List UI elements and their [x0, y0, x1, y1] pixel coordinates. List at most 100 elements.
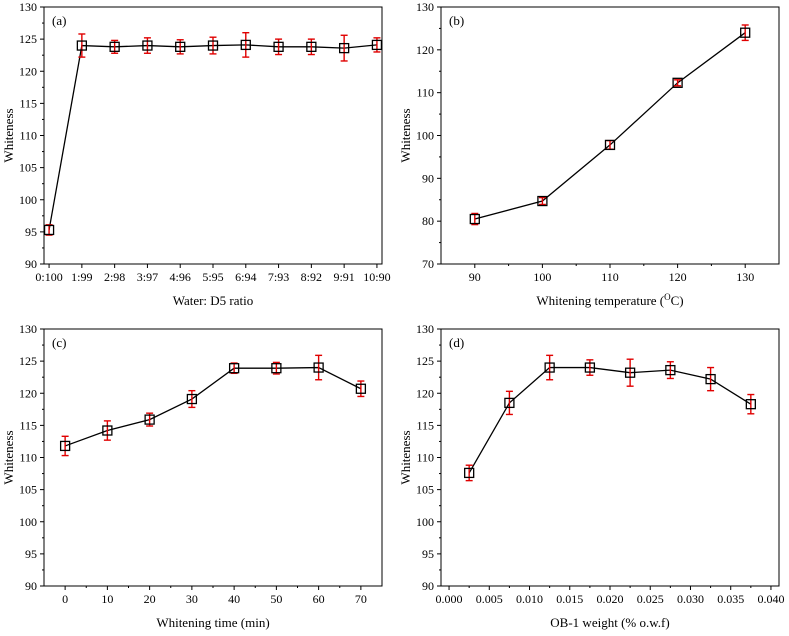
x-axis-label: Water: D5 ratio: [173, 293, 254, 308]
data-point: [371, 39, 383, 51]
y-axis-label: Whiteness: [398, 108, 413, 162]
x-tick-label: 0.005: [476, 592, 503, 606]
y-axis-label: Whiteness: [1, 430, 16, 484]
x-tick-label: 50: [270, 592, 282, 606]
x-tick-label: 20: [144, 592, 156, 606]
data-point: [186, 393, 198, 405]
y-tick-label: 125: [19, 32, 37, 46]
y-tick-label: 115: [416, 418, 434, 432]
error-bar: [242, 32, 250, 58]
series-line: [474, 32, 746, 220]
x-tick-label: 10: [101, 592, 113, 606]
series-line: [64, 366, 362, 447]
x-tick-label: 0.015: [556, 592, 583, 606]
x-tick-label: 0.020: [597, 592, 624, 606]
x-tick-label: 120: [669, 270, 687, 284]
x-tick-label: 7:93: [268, 270, 289, 284]
x-tick-label: 2:98: [104, 270, 125, 284]
error-bar: [315, 354, 323, 381]
x-tick-label: 70: [355, 592, 367, 606]
x-tick-label: 130: [736, 270, 754, 284]
x-tick-label: 4:96: [170, 270, 191, 284]
y-tick-label: 110: [19, 129, 37, 143]
y-tick-label: 100: [416, 129, 434, 143]
y-tick-label: 120: [19, 64, 37, 78]
x-tick-label: 110: [601, 270, 619, 284]
x-tick-label: 10:90: [363, 270, 390, 284]
x-tick-label: 100: [533, 270, 551, 284]
error-bar: [209, 36, 217, 55]
error-bar: [61, 435, 69, 457]
error-bar: [546, 354, 554, 381]
error-bar: [747, 393, 755, 415]
error-bar: [103, 420, 111, 441]
data-point: [705, 373, 716, 385]
error-bar: [674, 79, 682, 87]
error-bar: [626, 358, 634, 387]
x-tick-label: 5:95: [202, 270, 223, 284]
x-tick-label: 60: [313, 592, 325, 606]
data-point: [142, 40, 153, 51]
error-bar: [707, 366, 715, 392]
x-tick-label: 0:100: [35, 270, 62, 284]
y-tick-label: 105: [19, 483, 37, 497]
y-tick-label: 90: [422, 579, 434, 593]
x-tick-label: 1:99: [71, 270, 92, 284]
x-tick-label: 0.040: [757, 592, 784, 606]
plot-frame: [43, 328, 383, 587]
y-tick-label: 100: [416, 515, 434, 529]
y-tick-label: 130: [416, 0, 434, 14]
data-point: [76, 40, 88, 51]
panel-d: 90 95 100 105 110 115 120 125 130 0.000 0.005 0.010…: [398, 322, 784, 630]
data-point: [355, 383, 367, 394]
y-tick-label: 80: [422, 214, 434, 228]
y-tick-label: 90: [25, 257, 37, 271]
data-point: [464, 467, 475, 479]
y-tick-label: 125: [19, 354, 37, 368]
panel-c: 90 95 100 105 110 115 120 125 130 0 10 20 30 40 50 60 70…: [1, 322, 383, 630]
x-axis-label: Whitening time (min): [156, 615, 269, 630]
data-point: [604, 139, 616, 151]
x-tick-label: 9:91: [333, 270, 354, 284]
x-tick-label: 90: [469, 270, 481, 284]
error-bar: [45, 224, 53, 236]
data-point: [624, 367, 636, 378]
data-point: [273, 41, 284, 52]
y-tick-label: 130: [416, 322, 434, 336]
data-point: [102, 425, 113, 436]
y-tick-label: 70: [422, 257, 434, 271]
panel-a: 90 95 100 105 110 115 120 125 130 0:100 1:99 2:98 3:…: [1, 0, 391, 308]
y-tick-label: 100: [19, 515, 37, 529]
y-tick-label: 110: [416, 86, 434, 100]
data-point: [228, 363, 240, 374]
data-point: [537, 195, 548, 207]
y-tick-label: 110: [19, 451, 37, 465]
error-bar: [188, 389, 196, 409]
data-point: [240, 39, 251, 51]
data-point: [271, 363, 282, 374]
data-point: [504, 397, 515, 409]
panel-label: (c): [52, 335, 66, 350]
data-point: [306, 41, 317, 52]
plot-frame: [440, 328, 780, 587]
series-line: [468, 366, 752, 474]
error-bar: [538, 196, 546, 206]
data-point: [469, 213, 480, 225]
data-point: [59, 440, 71, 452]
error-bar: [471, 212, 479, 226]
data-point: [109, 41, 120, 52]
y-tick-label: 125: [416, 354, 434, 368]
panel-label: (d): [449, 335, 464, 350]
data-point: [584, 362, 596, 373]
panel-b: 70 80 90 100 110 120 130 90 100 110 120 130 Whitenes…: [398, 0, 780, 308]
x-tick-label: 0.025: [637, 592, 664, 606]
y-tick-label: 120: [416, 386, 434, 400]
x-tick-label: 8:92: [301, 270, 322, 284]
x-tick-label: 40: [228, 592, 240, 606]
data-point: [745, 399, 756, 410]
data-point: [665, 364, 676, 376]
error-bar: [741, 24, 749, 42]
x-tick-label: 0.035: [717, 592, 744, 606]
panel-label: (b): [449, 13, 464, 28]
data-point: [43, 224, 55, 236]
